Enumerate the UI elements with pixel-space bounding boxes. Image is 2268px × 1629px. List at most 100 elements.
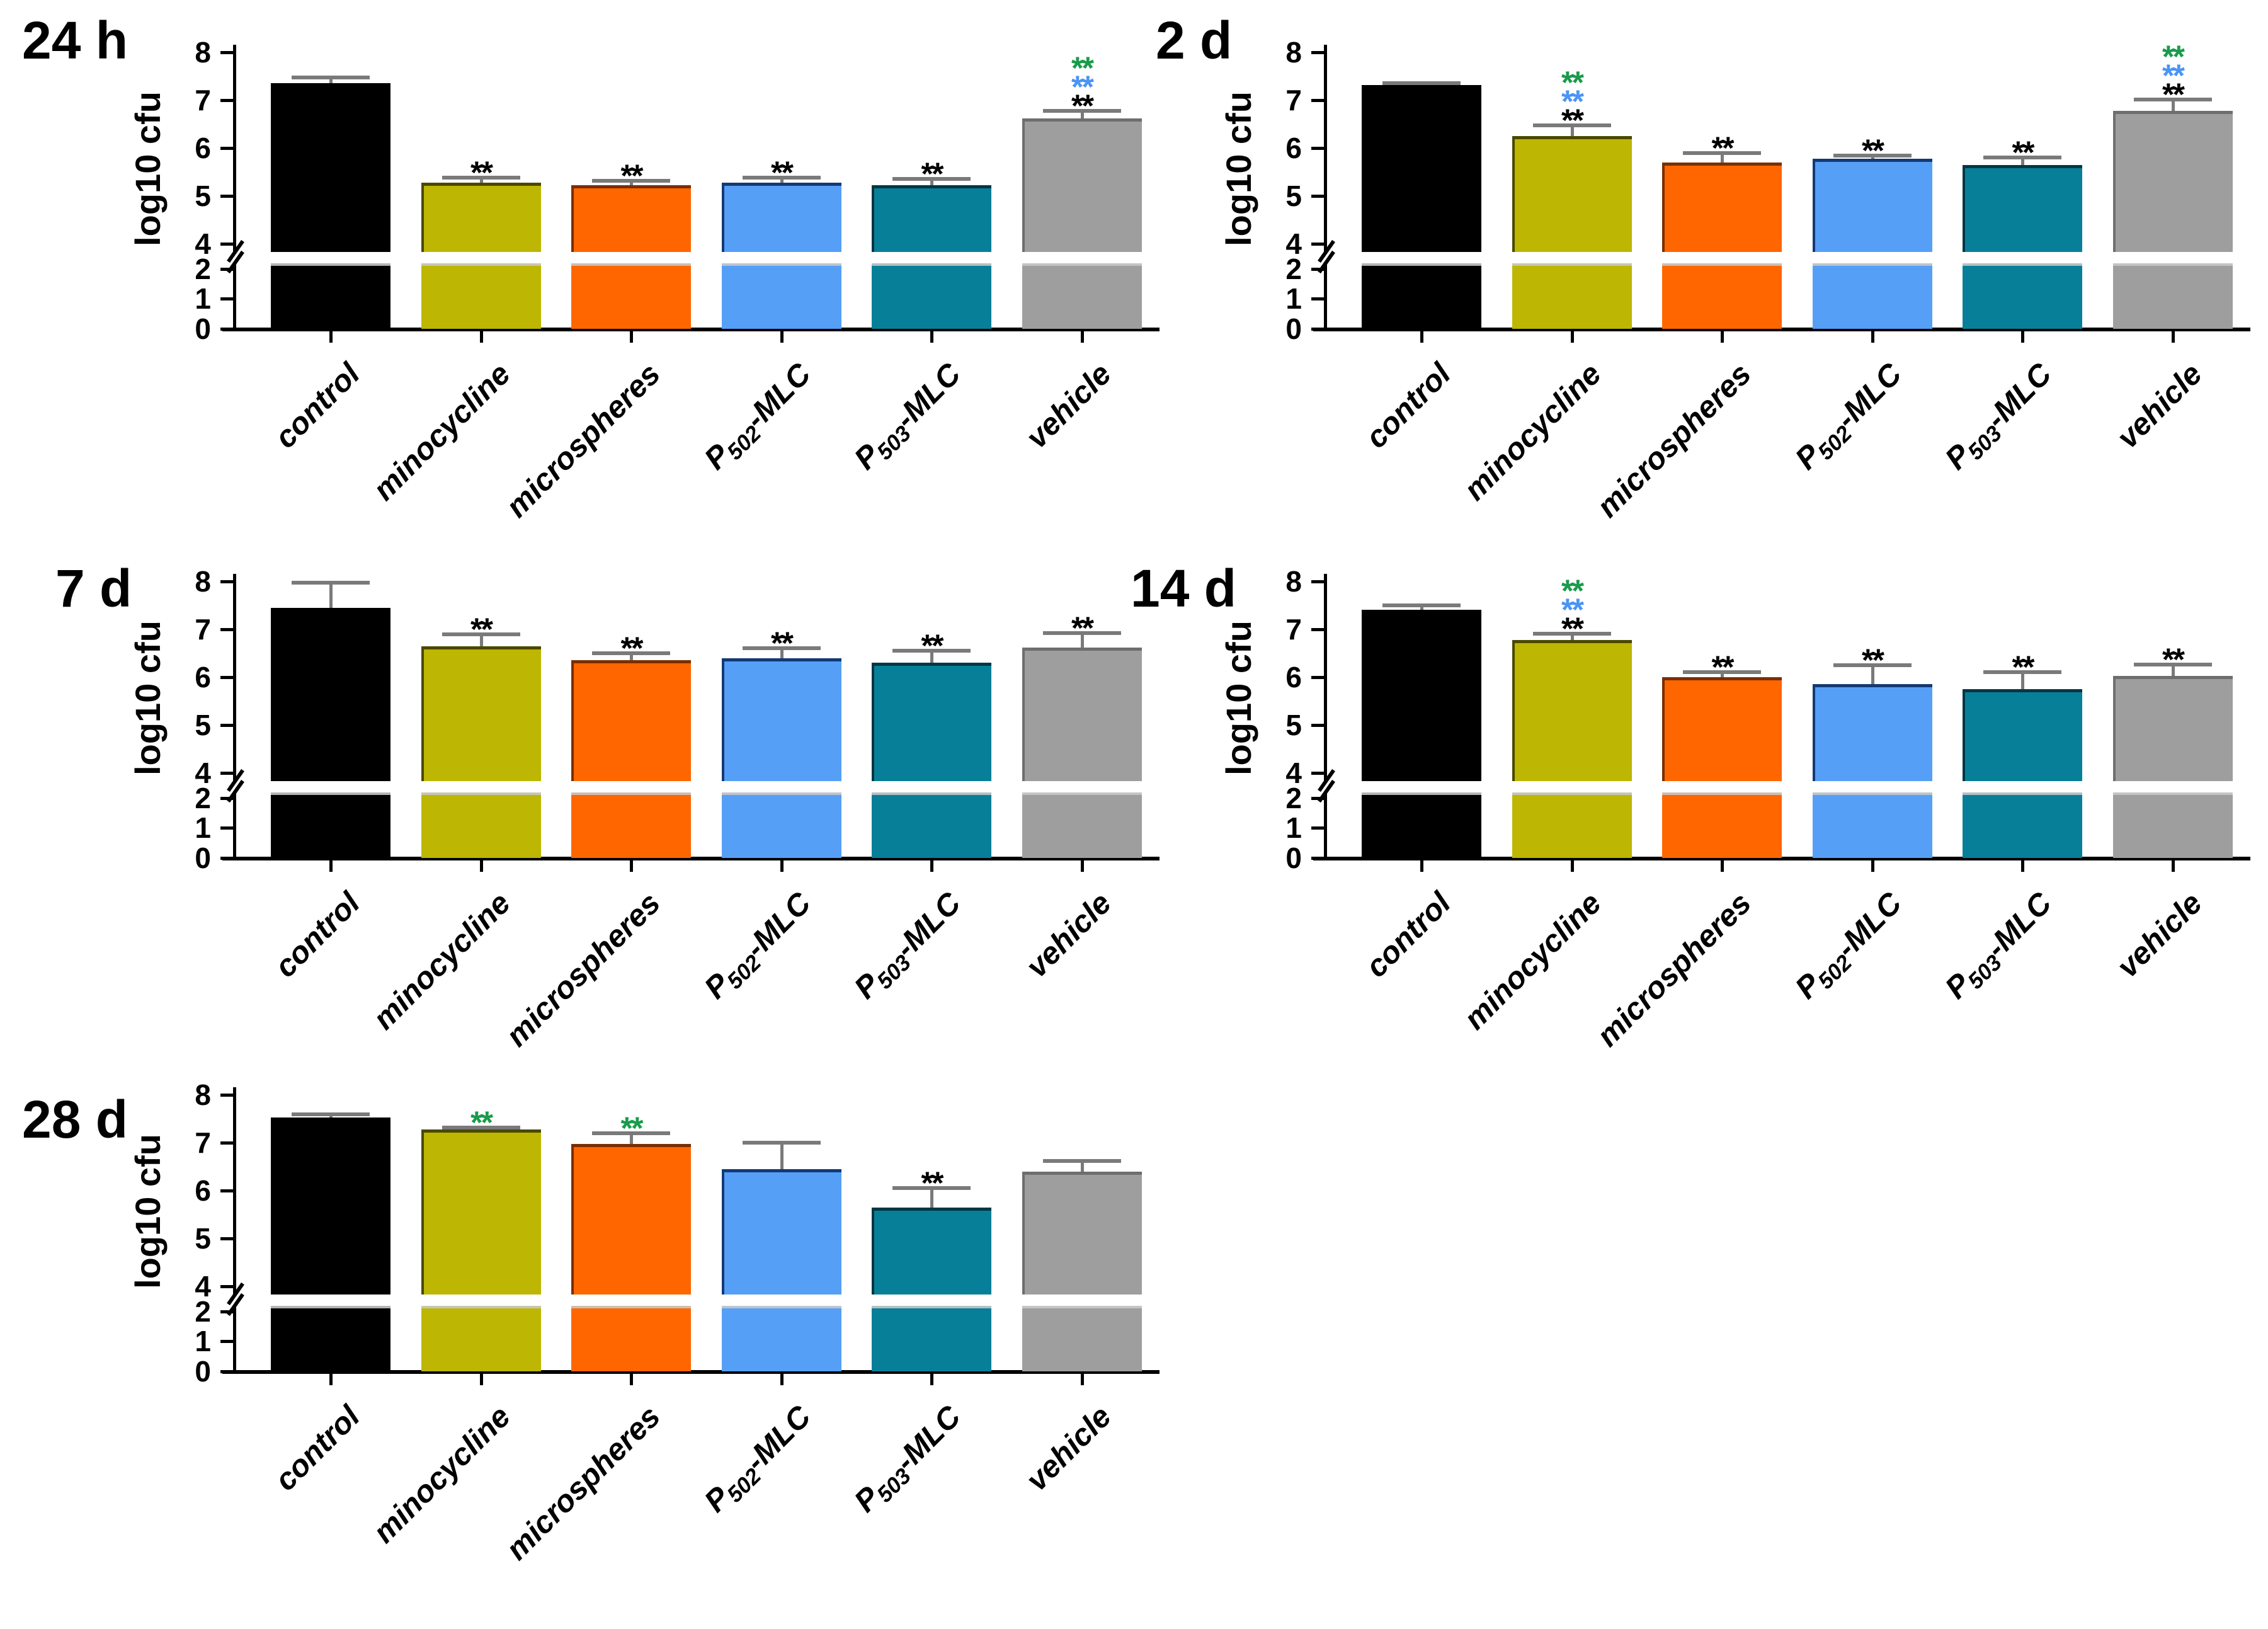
x-axis: [222, 857, 1160, 860]
bar-lower-minocycline: [1512, 792, 1632, 858]
bar-vehicle: [2112, 111, 2233, 252]
y-tick: [220, 268, 233, 271]
y-axis-lower: [233, 1306, 236, 1374]
x-tick: [479, 331, 483, 343]
error-bar-stem: [2021, 672, 2024, 689]
sig-stars-black: **: [620, 157, 644, 193]
x-axis: [222, 328, 1160, 331]
error-bar-stem: [1570, 125, 1574, 136]
x-label-minocycline: minocycline: [1457, 886, 1608, 1037]
error-bar-stem: [1721, 152, 1724, 163]
sig-stars-green: **: [1561, 573, 1584, 609]
bar-control: [271, 607, 390, 781]
x-label-P502-MLC: P502-MLC: [1788, 886, 1908, 1006]
chart-title: 28 d: [22, 1090, 128, 1149]
error-bar-cap: [1833, 154, 1912, 158]
y-tick: [220, 826, 233, 830]
y-tick: [1311, 99, 1324, 102]
x-tick: [780, 1374, 784, 1385]
error-bar-stem: [630, 653, 633, 661]
sig-stars-green: **: [620, 1110, 644, 1146]
bar-lower-vehicle: [2112, 792, 2233, 858]
bar-lower-microspheres: [571, 792, 691, 858]
bar-lower-minocycline: [421, 263, 541, 329]
bar-control: [1362, 609, 1481, 781]
error-bar-cap: [742, 1141, 821, 1145]
x-label-vehicle: vehicle: [2110, 886, 2209, 985]
y-tick: [1311, 772, 1324, 775]
x-tick: [329, 331, 333, 343]
y-axis-upper: [233, 1087, 236, 1295]
y-tick-label: 2: [195, 1295, 211, 1328]
y-tick: [1311, 676, 1324, 679]
sig-stars-black: **: [1862, 643, 1884, 678]
y-tick: [1311, 243, 1324, 246]
y-tick-label: 1: [195, 282, 211, 315]
sig-stars-black: **: [620, 631, 644, 666]
error-bar-cap: [1042, 108, 1121, 113]
y-tick-label: 4: [195, 227, 211, 260]
bar-P502-MLC: [721, 658, 841, 781]
bar-vehicle: [1022, 1171, 1142, 1295]
y-tick: [1311, 195, 1324, 198]
y-tick-label: 6: [195, 132, 211, 164]
y-tick-label: 2: [1285, 782, 1302, 814]
error-bar-stem: [2171, 100, 2175, 111]
bar-lower-P503-MLC: [872, 263, 991, 329]
error-bar-cap: [1683, 151, 1761, 155]
y-tick: [220, 1285, 233, 1288]
y-tick: [220, 1310, 233, 1313]
error-bar-stem: [630, 1133, 633, 1144]
error-bar-stem: [1080, 633, 1084, 648]
y-tick: [1311, 268, 1324, 271]
x-label-vehicle: vehicle: [1019, 886, 1118, 985]
error-bar-cap: [442, 1126, 520, 1130]
error-bar-stem: [780, 648, 784, 658]
error-bar-cap: [1983, 670, 2061, 675]
y-tick: [1311, 147, 1324, 150]
bar-lower-P502-MLC: [1812, 792, 1932, 858]
y-tick: [220, 243, 233, 246]
sig-stars-black: **: [1561, 103, 1584, 139]
error-bar-cap: [292, 581, 370, 585]
bar-lower-microspheres: [571, 263, 691, 329]
sig-stars-black: **: [2012, 649, 2035, 685]
y-tick: [1311, 328, 1324, 331]
y-tick-label: 2: [195, 253, 211, 285]
y-tick-label: 1: [195, 1325, 211, 1358]
sig-stars-black: **: [921, 1165, 944, 1201]
x-axis: [1313, 857, 2250, 860]
bar-lower-P503-MLC: [1963, 263, 2082, 329]
sig-stars-green: **: [2162, 39, 2185, 75]
x-tick: [930, 860, 933, 872]
error-bar-stem: [1080, 110, 1084, 118]
x-tick: [1570, 860, 1574, 872]
error-bar-cap: [592, 651, 670, 655]
error-bar-stem: [1570, 633, 1574, 640]
error-bar-stem: [479, 178, 483, 183]
error-bar-stem: [329, 77, 333, 84]
bar-lower-P502-MLC: [1812, 263, 1932, 329]
y-tick: [220, 857, 233, 860]
bar-lower-P502-MLC: [721, 263, 841, 329]
sig-stars-black: **: [470, 612, 493, 648]
bar-lower-vehicle: [1022, 263, 1142, 329]
x-label-P502-MLC: P502-MLC: [1788, 357, 1908, 477]
y-tick: [220, 328, 233, 331]
x-tick: [1871, 860, 1874, 872]
bar-minocycline: [421, 646, 541, 781]
x-tick: [2021, 331, 2024, 343]
y-tick: [220, 724, 233, 727]
y-tick-label: 0: [195, 842, 211, 874]
y-tick-label: 8: [195, 1078, 211, 1111]
error-bar-cap: [442, 632, 520, 637]
y-tick: [1311, 797, 1324, 800]
bar-vehicle: [2112, 676, 2233, 781]
sig-stars-black: **: [2162, 642, 2185, 678]
error-bar-cap: [1833, 663, 1912, 667]
error-bar-stem: [1721, 672, 1724, 677]
bar-P502-MLC: [721, 182, 841, 252]
y-tick: [220, 1370, 233, 1373]
bar-P503-MLC: [872, 185, 991, 252]
error-bar-stem: [1080, 1160, 1084, 1172]
